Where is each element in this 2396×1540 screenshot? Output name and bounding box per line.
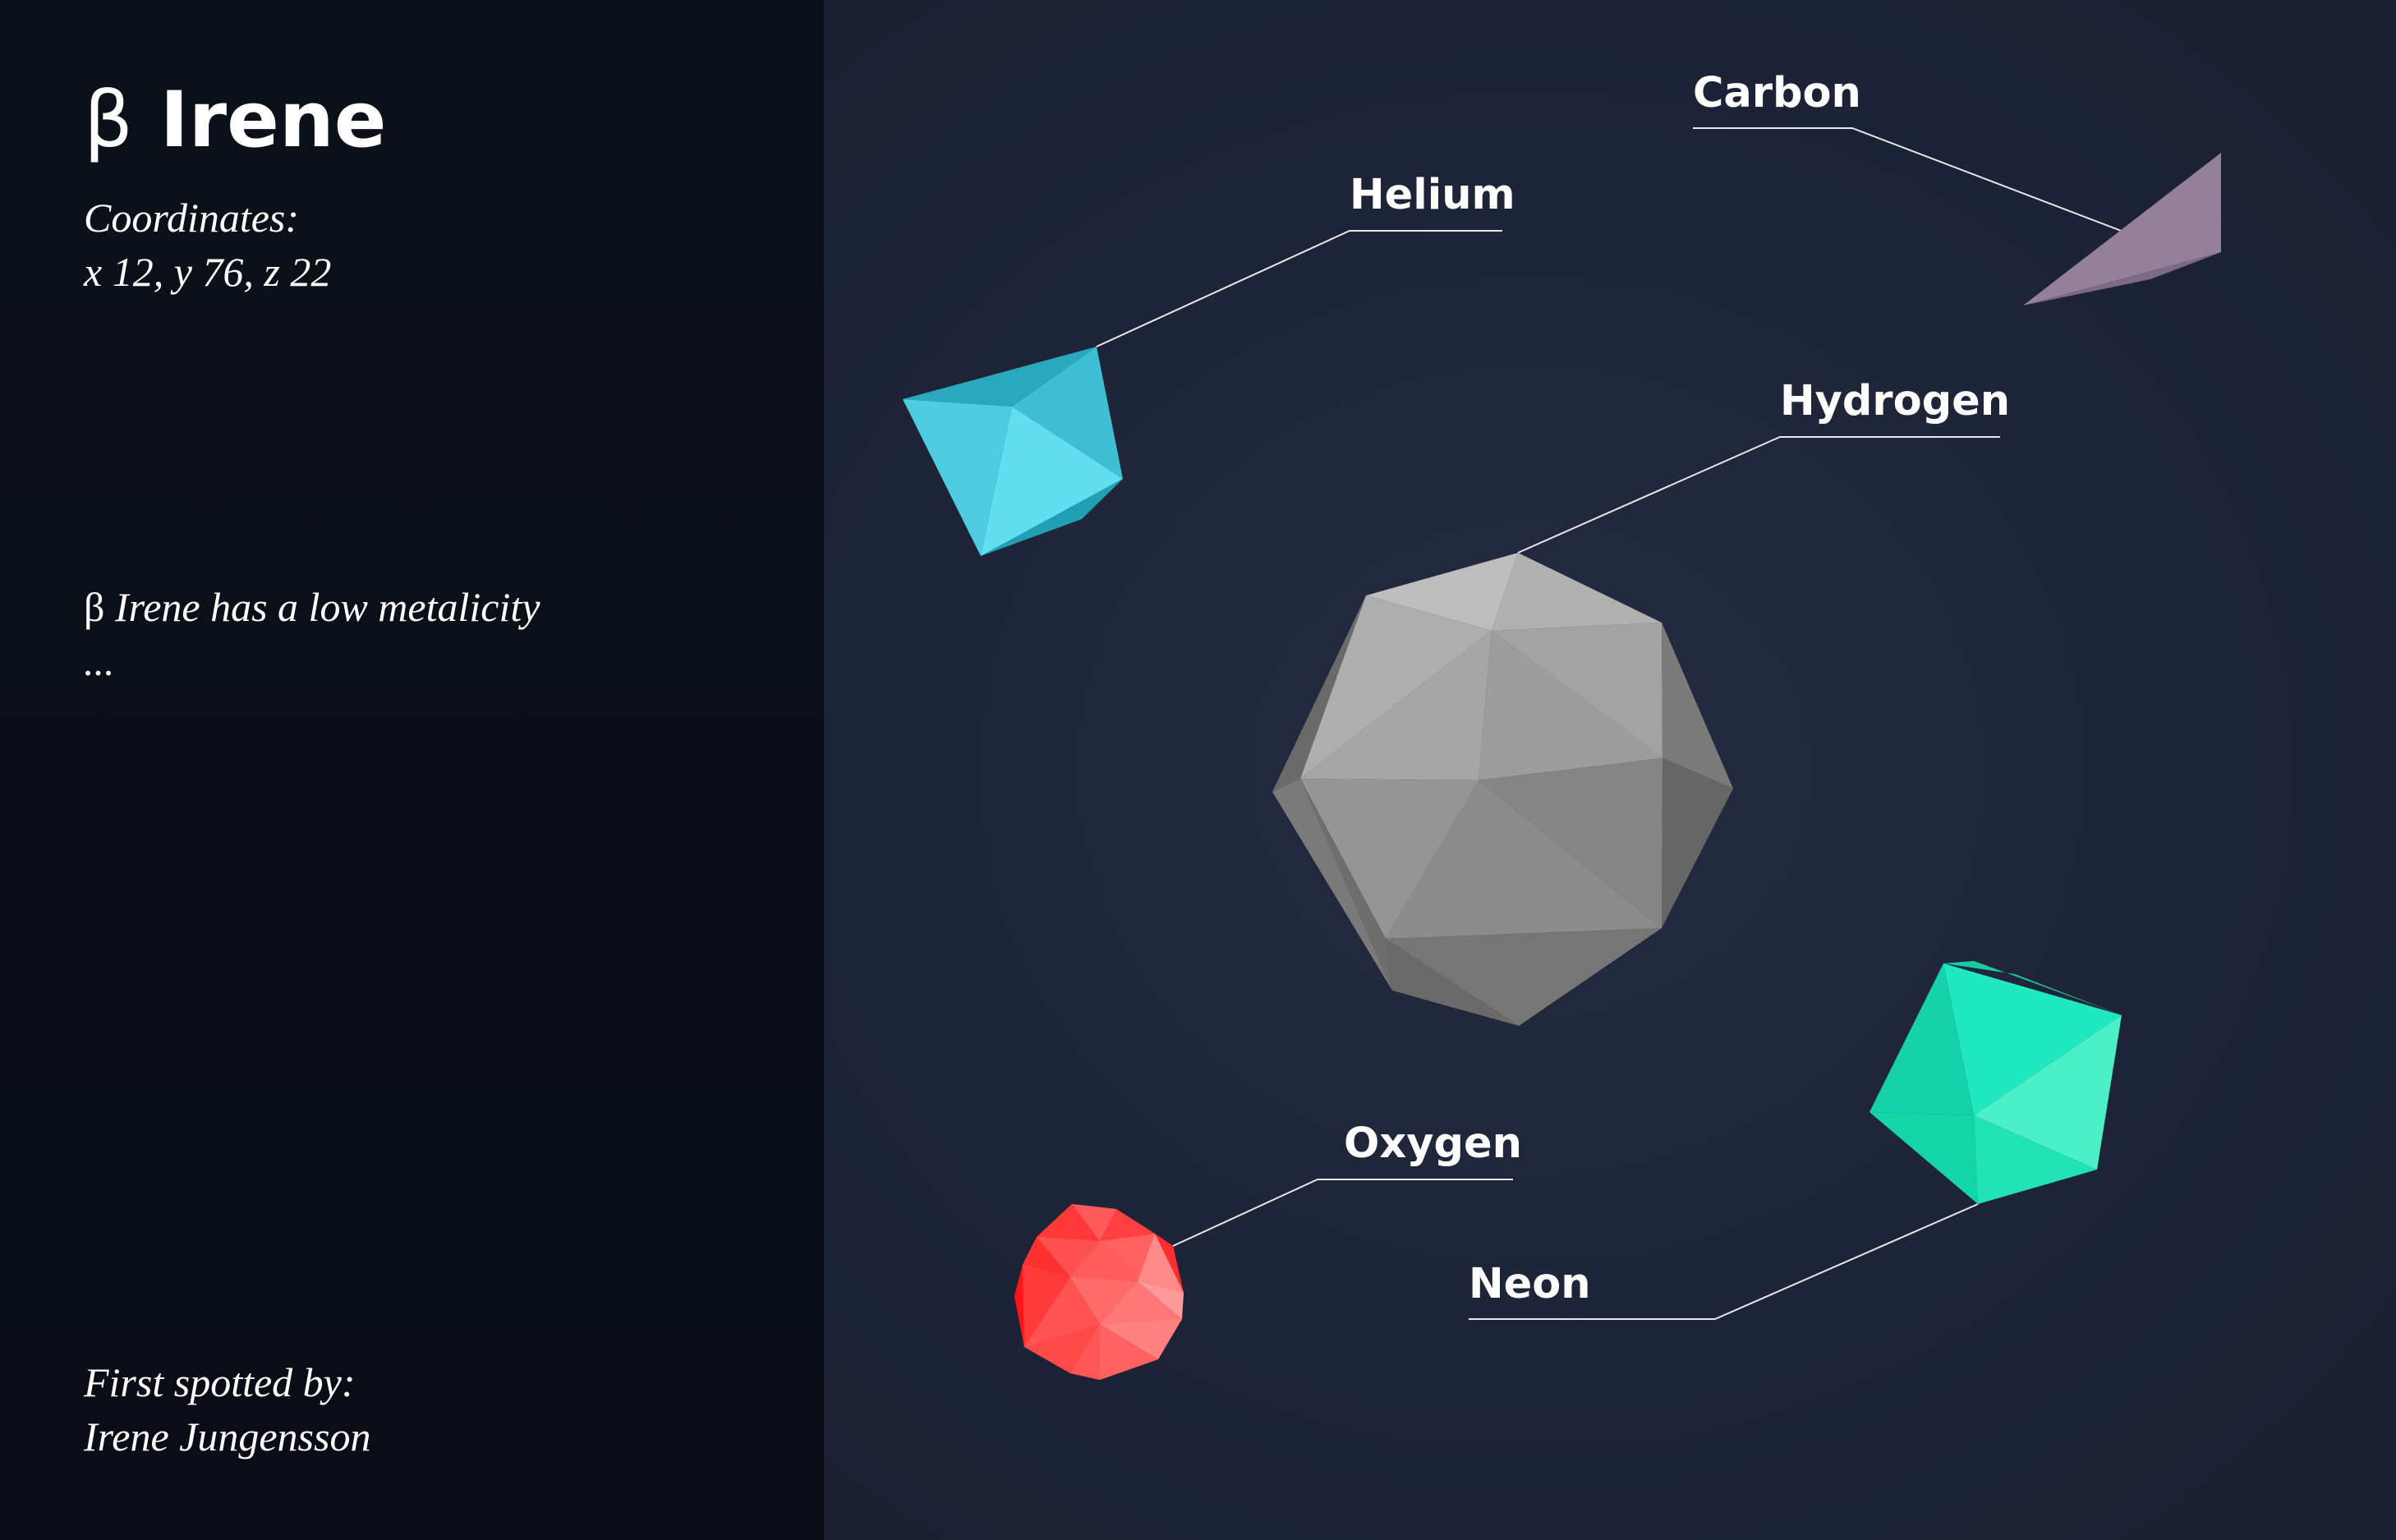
leader-line-neon (1469, 1203, 1979, 1320)
description-ellipsis: ... (84, 638, 115, 684)
neon-octahedron-icon (1869, 961, 2122, 1204)
leader-line-oxygen (1172, 1179, 1513, 1247)
star-name: Irene (159, 76, 387, 165)
spotted-name: Irene Jungensson (84, 1414, 371, 1460)
leader-lines (1096, 127, 2124, 1320)
star-greek-letter: β (84, 76, 133, 165)
spotted-label: First spotted by: (84, 1359, 356, 1405)
label-helium: Helium (1350, 171, 1515, 219)
coordinates-label: Coordinates: (84, 195, 300, 241)
carbon-triangle-icon (2023, 153, 2221, 306)
label-hydrogen: Hydrogen (1780, 377, 2011, 425)
star-description: β Irene has a low metalicity ... (84, 580, 540, 688)
element-shapes (903, 127, 2221, 1380)
element-scene: Carbon Helium Hydrogen Oxygen Neon (824, 0, 2396, 1540)
leader-line-carbon (1693, 127, 2124, 232)
leader-line-helium (1096, 230, 1502, 347)
description-greek: β (84, 584, 105, 630)
label-neon: Neon (1469, 1260, 1591, 1308)
label-oxygen: Oxygen (1344, 1119, 1522, 1168)
star-title: β Irene (84, 76, 387, 166)
discoverer: First spotted by: Irene Jungensson (84, 1355, 370, 1464)
oxygen-sphere-icon (1014, 1204, 1184, 1380)
leader-line-hydrogen (1517, 436, 2000, 554)
info-sidebar: β Irene Coordinates: x 12, y 76, z 22 β … (0, 0, 824, 1540)
label-carbon: Carbon (1693, 69, 1861, 117)
coordinates: Coordinates: x 12, y 76, z 22 (84, 191, 331, 299)
description-text: Irene has a low metalicity (114, 584, 540, 630)
helium-octahedron-icon (903, 347, 1123, 556)
hydrogen-icosahedron-icon (1272, 553, 1733, 1026)
coordinates-value: x 12, y 76, z 22 (84, 249, 332, 295)
